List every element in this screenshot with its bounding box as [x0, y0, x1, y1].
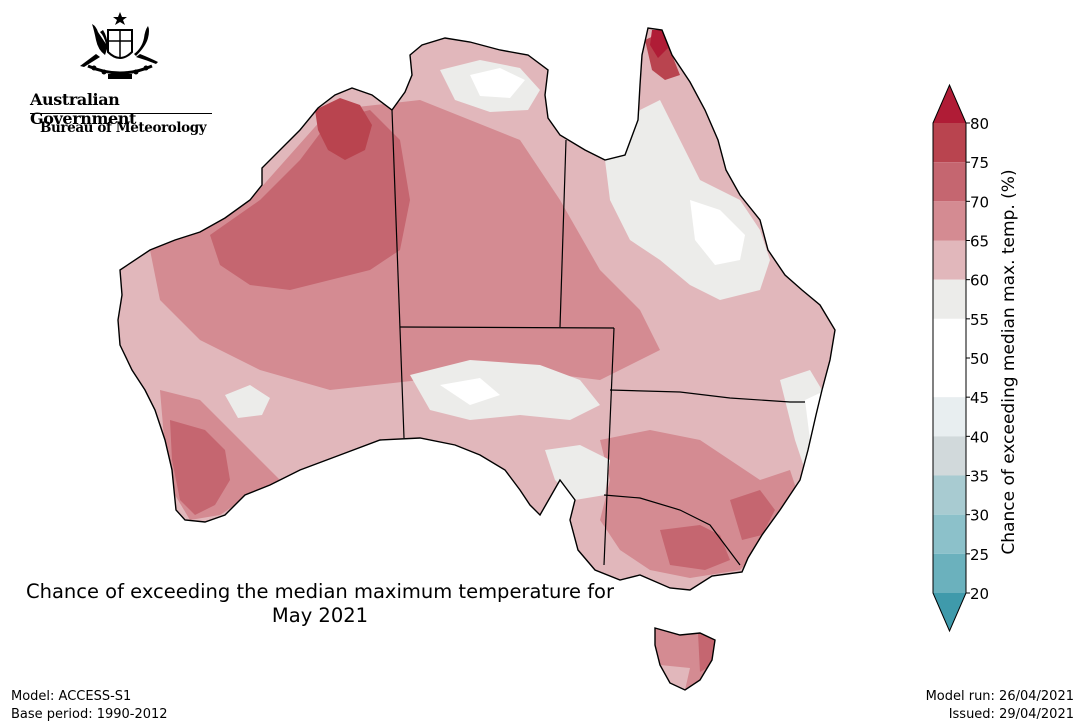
model-run-date: Model run: 26/04/2021	[925, 689, 1074, 704]
footer-left: Model: ACCESS-S1 Base period: 1990-2012	[11, 688, 168, 724]
base-period: Base period: 1990-2012	[11, 707, 168, 722]
issued-date: Issued: 29/04/2021	[948, 707, 1074, 722]
bom-logo: Australian Government Bureau of Meteorol…	[26, 10, 216, 140]
border-nt-qld	[559, 139, 567, 328]
map-title: Chance of exceeding the median maximum t…	[0, 580, 640, 628]
border-wa	[391, 109, 405, 439]
border-nt-sa	[399, 326, 615, 329]
map-title-line-1: Chance of exceeding the median maximum t…	[25, 580, 615, 603]
border-nsw-vic	[603, 494, 741, 566]
border-qld-nsw	[609, 389, 805, 403]
coat-of-arms-icon	[80, 12, 158, 79]
colorbar-label: Chance of exceeding median max. temp. (%…	[999, 169, 1019, 555]
model-name: Model: ACCESS-S1	[11, 689, 132, 704]
footer-right: Model run: 26/04/2021 Issued: 29/04/2021	[926, 688, 1074, 724]
logo-divider	[30, 113, 212, 114]
map-title-line-2: May 2021	[271, 604, 369, 627]
bureau-name: Bureau of Meteorology	[40, 120, 207, 136]
border-sa-east	[603, 327, 615, 566]
